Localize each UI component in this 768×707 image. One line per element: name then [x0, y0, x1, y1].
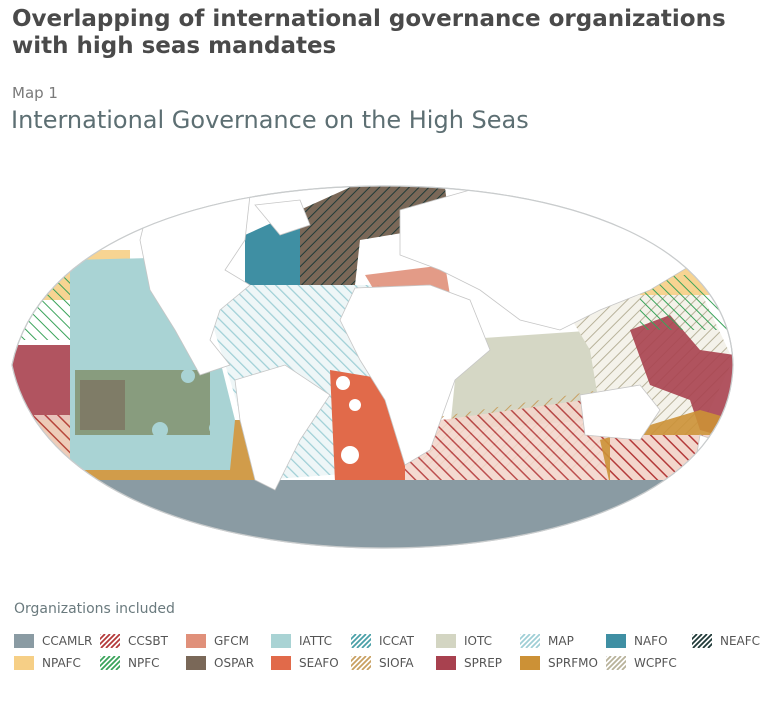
swatch-hatch — [351, 656, 371, 670]
map-swatch — [520, 634, 540, 648]
legend-label: WCPFC — [634, 656, 677, 670]
legend-label: IATTC — [299, 634, 332, 648]
swatch-fill — [606, 634, 626, 648]
swatch-hatch — [692, 634, 712, 648]
legend-label: MAP — [548, 634, 574, 648]
legend-item-nafo: NAFO — [606, 632, 668, 650]
world-map — [11, 185, 734, 549]
ospar-mid-region — [80, 380, 125, 430]
legend-item-neafc: NEAFC — [692, 632, 760, 650]
legend-label: SPRFMO — [548, 656, 598, 670]
ccsbt-east-overlap — [610, 435, 710, 485]
iattc-swatch — [271, 634, 291, 648]
legend-label: SIOFA — [379, 656, 414, 670]
swatch-hatch — [351, 634, 371, 648]
swatch-hatch — [606, 656, 626, 670]
legend-title: Organizations included — [14, 601, 175, 617]
legend-label: GFCM — [214, 634, 249, 648]
npfc-swatch — [100, 656, 120, 670]
swatch-fill — [271, 634, 291, 648]
legend-label: ICCAT — [379, 634, 414, 648]
iattc-islands — [152, 369, 221, 438]
sprep-swatch — [436, 656, 456, 670]
legend-item-ccamlr: CCAMLR — [14, 632, 92, 650]
legend-label: NAFO — [634, 634, 668, 648]
infographic-title: Overlapping of international governance … — [12, 6, 726, 59]
iccat-swatch — [351, 634, 371, 648]
legend-label: CCSBT — [128, 634, 168, 648]
legend-label: SEAFO — [299, 656, 339, 670]
swatch-fill — [14, 634, 34, 648]
swatch-fill — [520, 656, 540, 670]
npafc-swatch — [14, 656, 34, 670]
legend-item-iattc: IATTC — [271, 632, 332, 650]
swatch-fill — [186, 634, 206, 648]
swatch-hatch — [100, 656, 120, 670]
legend-label: OSPAR — [214, 656, 255, 670]
legend-label: NEAFC — [720, 634, 761, 648]
legend-label: NPFC — [128, 656, 160, 670]
seafo-swatch — [271, 656, 291, 670]
swatch-fill — [436, 656, 456, 670]
swatch-fill — [271, 656, 291, 670]
swatch-hatch — [100, 634, 120, 648]
legend-item-npfc: NPFC — [100, 654, 160, 672]
ccamlr-swatch — [14, 634, 34, 648]
nafo-swatch — [606, 634, 626, 648]
legend-item-ospar: OSPAR — [186, 654, 254, 672]
legend-item-sprep: SPREP — [436, 654, 502, 672]
ospar-swatch — [186, 656, 206, 670]
siofa-swatch — [351, 656, 371, 670]
swatch-fill — [14, 656, 34, 670]
sprfmo-swatch — [520, 656, 540, 670]
swatch-fill — [186, 656, 206, 670]
legend-label: CCAMLR — [42, 634, 93, 648]
neafc-swatch — [692, 634, 712, 648]
gfcm-swatch — [186, 634, 206, 648]
ccsbt-swatch — [100, 634, 120, 648]
legend-item-npafc: NPAFC — [14, 654, 81, 672]
legend-item-ccsbt: CCSBT — [100, 632, 168, 650]
iotc-swatch — [436, 634, 456, 648]
sprep-east-region — [630, 315, 733, 440]
seafo-islands — [336, 376, 361, 464]
legend-item-wcpfc: WCPFC — [606, 654, 677, 672]
legend-item-iotc: IOTC — [436, 632, 492, 650]
globe-border — [11, 185, 734, 549]
legend-item-seafo: SEAFO — [271, 654, 339, 672]
map-number: Map 1 — [12, 84, 58, 102]
legend-item-sprfmo: SPRFMO — [520, 654, 598, 672]
swatch-fill — [436, 634, 456, 648]
legend-item-siofa: SIOFA — [351, 654, 414, 672]
map-title: International Governance on the High Sea… — [11, 106, 529, 134]
legend-item-iccat: ICCAT — [351, 632, 414, 650]
wcpfc-swatch — [606, 656, 626, 670]
legend-label: SPREP — [464, 656, 503, 670]
legend-label: NPAFC — [42, 656, 81, 670]
legend-item-map: MAP — [520, 632, 574, 650]
legend-item-gfcm: GFCM — [186, 632, 249, 650]
legend-label: IOTC — [464, 634, 492, 648]
swatch-hatch — [520, 634, 540, 648]
